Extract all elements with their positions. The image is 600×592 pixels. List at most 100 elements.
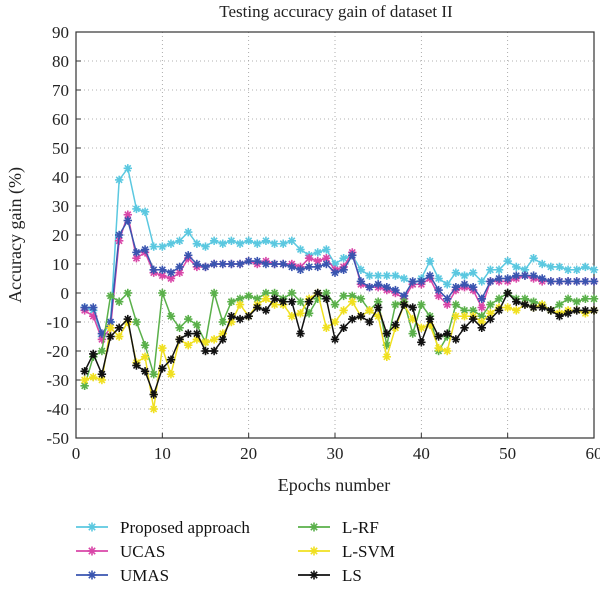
- data-point: [89, 349, 98, 359]
- data-point: [209, 288, 219, 298]
- data-point: [477, 312, 486, 321]
- data-point: [563, 277, 573, 286]
- x-tick-label: 50: [499, 444, 516, 463]
- y-axis: 90 80 70 60 50 40 30 20 10 0 -10 -20 -30 -40 -50: [46, 23, 81, 448]
- data-point: [296, 245, 305, 254]
- data-point: [555, 277, 564, 286]
- data-point: [572, 306, 581, 315]
- series-0: [80, 164, 599, 341]
- data-point: [166, 370, 176, 379]
- data-point: [158, 288, 167, 298]
- data-point: [486, 314, 495, 324]
- data-point: [218, 317, 227, 327]
- data-point: [218, 239, 227, 248]
- legend-marker: [87, 546, 97, 556]
- legend-marker: [309, 522, 319, 532]
- data-point: [572, 265, 581, 274]
- data-point: [451, 300, 461, 309]
- data-point: [322, 245, 331, 254]
- x-tick-label: 10: [154, 444, 171, 463]
- data-point: [123, 288, 132, 298]
- legend-marker: [309, 546, 319, 556]
- data-point: [175, 323, 184, 332]
- y-tick-label: 50: [52, 139, 69, 158]
- data-point: [589, 294, 599, 303]
- data-point: [140, 245, 150, 254]
- legend-marker: [309, 570, 319, 580]
- data-point: [512, 306, 521, 315]
- data-point: [494, 294, 504, 303]
- data-point: [279, 259, 288, 269]
- data-point: [546, 277, 556, 286]
- data-point: [365, 306, 374, 315]
- data-point: [89, 372, 98, 382]
- data-point: [89, 303, 98, 312]
- data-point: [365, 283, 374, 292]
- y-tick-label: 40: [52, 168, 69, 187]
- data-point: [158, 364, 167, 373]
- legend-label: L-SVM: [342, 542, 395, 561]
- x-axis: 0 10 20 30 40 50 60: [72, 433, 600, 463]
- data-point: [140, 352, 150, 361]
- data-point: [80, 303, 89, 312]
- data-point: [201, 346, 210, 356]
- y-tick-label: 80: [52, 52, 69, 71]
- data-point: [486, 309, 495, 318]
- chart-title: Testing accuracy gain of dataset II: [219, 2, 453, 21]
- data-point: [304, 262, 314, 272]
- data-point: [330, 317, 340, 327]
- data-point: [296, 265, 305, 274]
- data-point: [192, 329, 202, 338]
- data-point: [235, 259, 245, 269]
- data-point: [468, 314, 478, 324]
- y-tick-label: 10: [52, 255, 69, 274]
- x-tick-label: 20: [240, 444, 257, 463]
- data-point: [443, 346, 452, 356]
- data-point: [175, 335, 184, 344]
- data-point: [503, 256, 512, 266]
- data-point: [209, 346, 219, 356]
- data-point: [434, 291, 443, 301]
- data-point: [184, 227, 193, 237]
- y-tick-label: 70: [52, 81, 69, 100]
- data-point: [339, 323, 348, 332]
- data-point: [114, 323, 124, 332]
- data-point: [563, 309, 573, 318]
- data-point: [123, 164, 132, 173]
- y-tick-label: 90: [52, 23, 69, 42]
- data-point: [382, 283, 391, 292]
- data-point: [529, 297, 538, 306]
- data-point: [175, 236, 184, 245]
- data-point: [503, 288, 512, 298]
- data-point: [209, 259, 219, 269]
- data-point: [572, 297, 581, 306]
- y-tick-label: 30: [52, 197, 69, 216]
- data-point: [175, 262, 184, 272]
- data-point: [270, 294, 279, 303]
- data-point: [149, 265, 158, 274]
- data-point: [218, 335, 227, 344]
- legend-marker: [87, 570, 97, 580]
- data-point: [279, 239, 288, 248]
- data-point: [434, 285, 443, 295]
- data-point: [166, 239, 176, 248]
- data-point: [253, 239, 262, 248]
- data-point: [304, 297, 314, 306]
- data-point: [330, 300, 340, 309]
- data-point: [296, 329, 305, 338]
- data-point: [261, 294, 271, 303]
- data-point: [477, 277, 486, 286]
- data-point: [399, 274, 409, 283]
- y-tick-label: 20: [52, 226, 69, 245]
- data-point: [425, 314, 435, 324]
- y-axis-title: Accuracy gain (%): [5, 167, 26, 303]
- data-point: [227, 297, 236, 306]
- data-point: [589, 306, 599, 315]
- data-point: [348, 314, 357, 324]
- data-point: [356, 294, 366, 303]
- data-point: [555, 312, 564, 321]
- data-point: [192, 239, 202, 248]
- legend-item: UMAS: [76, 566, 169, 585]
- x-tick-label: 0: [72, 444, 81, 463]
